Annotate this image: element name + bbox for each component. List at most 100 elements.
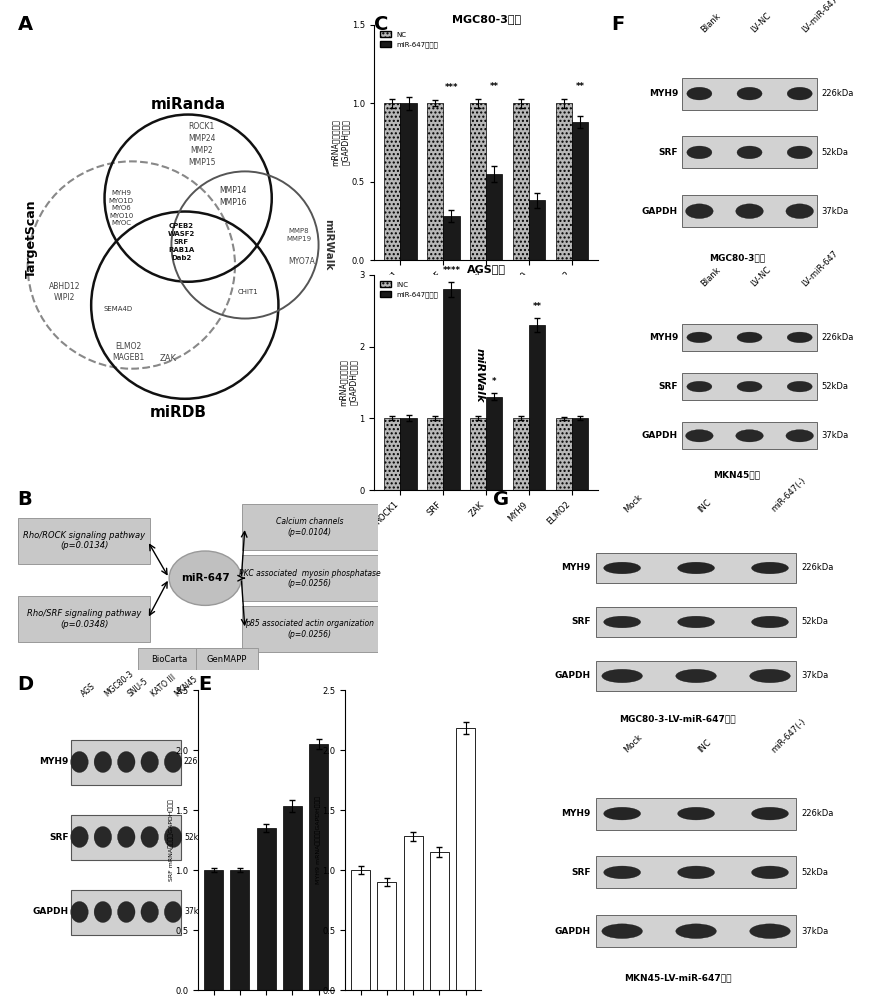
Text: C: C	[374, 15, 388, 34]
Bar	[378, 882, 396, 990]
Text: miRWalk: miRWalk	[324, 219, 334, 271]
Ellipse shape	[604, 866, 641, 879]
Ellipse shape	[118, 826, 135, 848]
FancyBboxPatch shape	[242, 606, 378, 652]
Ellipse shape	[676, 669, 716, 683]
Ellipse shape	[678, 616, 715, 628]
Ellipse shape	[736, 204, 763, 219]
Text: INC: INC	[696, 738, 713, 755]
Text: TargetScan: TargetScan	[25, 199, 38, 278]
Ellipse shape	[687, 332, 712, 343]
Ellipse shape	[94, 752, 112, 772]
Text: **: **	[490, 82, 499, 91]
Text: A: A	[18, 15, 33, 34]
Ellipse shape	[70, 826, 88, 848]
Text: **: **	[576, 82, 584, 91]
Text: miR-647(-): miR-647(-)	[770, 717, 808, 755]
Text: miRanda: miRanda	[150, 97, 225, 112]
Ellipse shape	[678, 807, 715, 820]
Ellipse shape	[604, 562, 641, 574]
FancyBboxPatch shape	[597, 661, 796, 691]
Ellipse shape	[118, 752, 135, 772]
Text: 52kDa: 52kDa	[802, 868, 828, 877]
Text: 37kDa: 37kDa	[184, 908, 209, 916]
Ellipse shape	[678, 562, 715, 574]
FancyBboxPatch shape	[682, 78, 818, 110]
Ellipse shape	[788, 87, 812, 100]
Ellipse shape	[736, 430, 763, 442]
Bar	[572, 122, 588, 260]
Ellipse shape	[752, 562, 788, 574]
Text: CHIT1: CHIT1	[238, 289, 259, 295]
Text: BioCarta: BioCarta	[151, 655, 187, 664]
Bar	[309, 744, 328, 990]
Title: AGS细胞: AGS细胞	[466, 264, 506, 274]
Bar	[470, 418, 486, 490]
Text: MGC80-3细胞: MGC80-3细胞	[709, 253, 765, 262]
Text: MMP14
MMP16: MMP14 MMP16	[219, 186, 247, 207]
Bar	[283, 806, 302, 990]
Text: 226kDa: 226kDa	[802, 809, 833, 818]
Text: 226kDa: 226kDa	[802, 564, 833, 572]
Text: SRF: SRF	[658, 382, 678, 391]
Ellipse shape	[169, 551, 241, 605]
Text: 37kDa: 37kDa	[821, 431, 848, 440]
FancyBboxPatch shape	[18, 596, 150, 642]
Text: ****: ****	[443, 266, 460, 275]
Text: MKN45细胞: MKN45细胞	[714, 470, 760, 479]
Text: Mock: Mock	[622, 492, 644, 514]
Text: KATO III: KATO III	[150, 673, 178, 699]
Text: 52kDa: 52kDa	[821, 382, 848, 391]
Text: *: *	[492, 377, 496, 386]
Text: **: **	[532, 302, 542, 311]
Text: MYH9: MYH9	[561, 809, 590, 818]
Legend: INC, miR-647抑制剂: INC, miR-647抑制剂	[378, 278, 441, 301]
Bar	[385, 103, 400, 260]
Text: 226kDa: 226kDa	[821, 333, 854, 342]
FancyBboxPatch shape	[71, 814, 181, 859]
Ellipse shape	[788, 332, 812, 343]
FancyBboxPatch shape	[597, 798, 796, 830]
Text: SEMA4D: SEMA4D	[103, 306, 133, 312]
Ellipse shape	[737, 381, 762, 392]
Text: MYO7A: MYO7A	[289, 257, 315, 266]
Text: MYH9
MYO1D
MYO6
MYO10
MYOC: MYH9 MYO1D MYO6 MYO10 MYOC	[109, 190, 134, 226]
FancyBboxPatch shape	[138, 648, 200, 672]
Bar	[486, 174, 502, 260]
Text: MGC80-3-LV-miR-647细胞: MGC80-3-LV-miR-647细胞	[620, 714, 736, 723]
Text: ***: ***	[444, 83, 458, 92]
Text: 37kDa: 37kDa	[821, 207, 848, 216]
Text: GAPDH: GAPDH	[642, 431, 678, 440]
FancyBboxPatch shape	[597, 553, 796, 583]
FancyBboxPatch shape	[682, 422, 818, 449]
Ellipse shape	[752, 807, 788, 820]
Ellipse shape	[165, 902, 182, 922]
Bar	[385, 418, 400, 490]
Ellipse shape	[786, 204, 813, 219]
Text: GAPDH: GAPDH	[33, 908, 69, 916]
Ellipse shape	[687, 146, 712, 159]
Text: ROCK1
MMP24
MMP2
MMP15: ROCK1 MMP24 MMP2 MMP15	[187, 122, 216, 167]
Ellipse shape	[750, 669, 790, 683]
Text: p85 associated actin organization
(p=0.0256): p85 associated actin organization (p=0.0…	[246, 619, 374, 639]
Bar	[444, 289, 459, 490]
Text: GAPDH: GAPDH	[554, 672, 590, 680]
Text: ABHD12
WIPI2: ABHD12 WIPI2	[48, 282, 80, 302]
Text: LV-miR-647: LV-miR-647	[800, 0, 840, 35]
Ellipse shape	[676, 924, 716, 939]
Y-axis label: MYH9 mRNA表达量以GAPDH为内参: MYH9 mRNA表达量以GAPDH为内参	[315, 796, 320, 884]
Text: Calcium channels
(p=0.0104): Calcium channels (p=0.0104)	[276, 518, 343, 537]
Text: ZAK: ZAK	[159, 354, 177, 363]
FancyBboxPatch shape	[18, 518, 150, 564]
Bar	[529, 200, 546, 260]
Text: 37kDa: 37kDa	[802, 927, 829, 936]
Bar	[430, 852, 449, 990]
Text: miRDB: miRDB	[150, 405, 207, 420]
Bar	[572, 418, 588, 490]
Text: Rho/SRF signaling pathway
(p=0.0348): Rho/SRF signaling pathway (p=0.0348)	[27, 609, 142, 629]
FancyBboxPatch shape	[597, 607, 796, 637]
Bar	[529, 325, 546, 490]
Ellipse shape	[141, 752, 158, 772]
Text: 52kDa: 52kDa	[802, 617, 828, 626]
Ellipse shape	[70, 902, 88, 922]
